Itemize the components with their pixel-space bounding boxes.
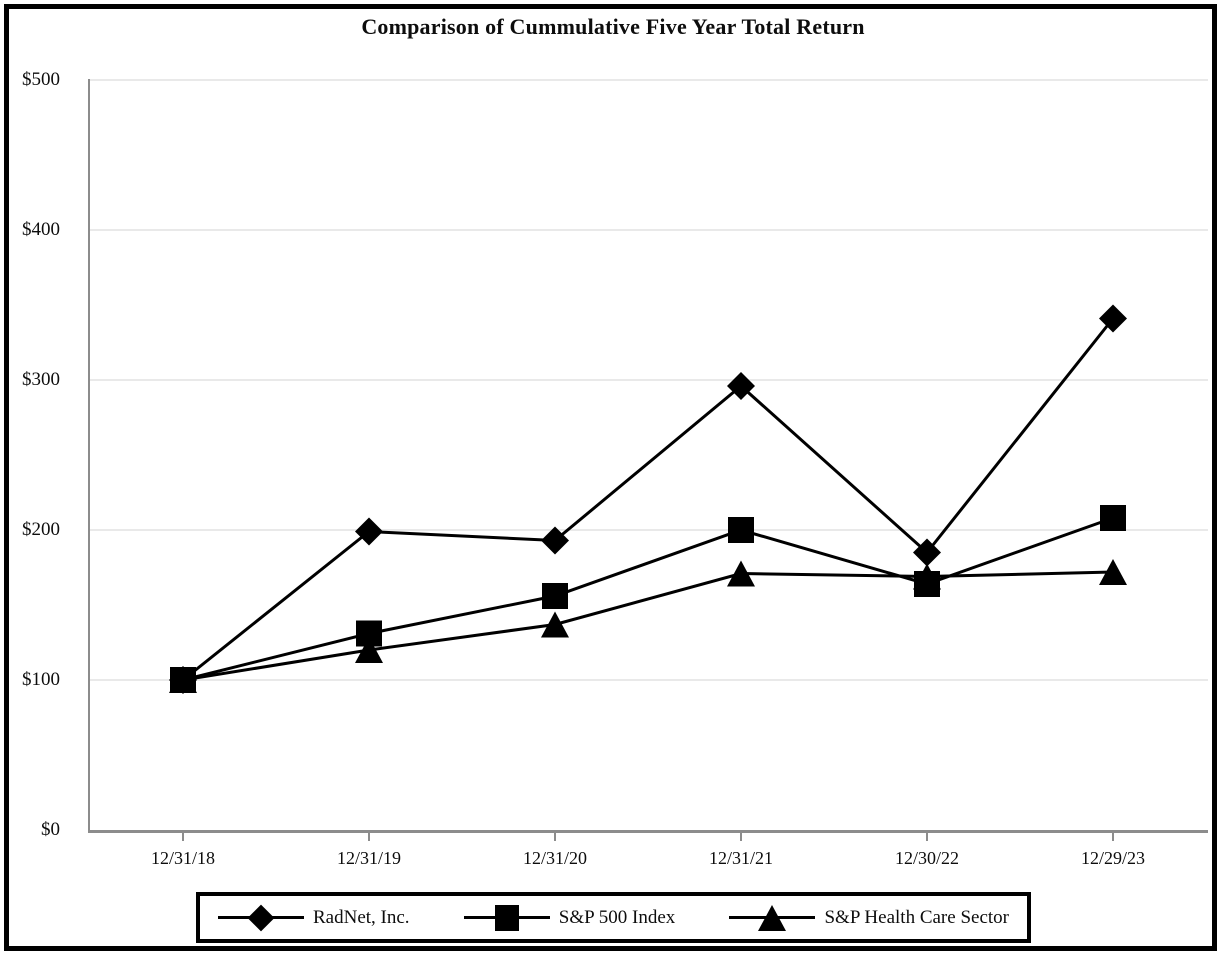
- y-axis-tick-label: $400: [22, 219, 60, 240]
- diamond-marker-icon: [541, 526, 569, 555]
- triangle-marker-icon: [727, 560, 755, 587]
- series-line-1: [182, 516, 1114, 682]
- y-axis-tick-label: $200: [22, 519, 60, 540]
- legend-swatch-healthcare: [729, 903, 816, 933]
- y-axis-tick-label: $500: [22, 69, 60, 90]
- legend-label: S&P Health Care Sector: [824, 906, 1009, 928]
- legend-item-radnet: RadNet, Inc.: [218, 903, 410, 933]
- square-marker-icon: [728, 517, 754, 543]
- diamond-marker-icon: [169, 666, 197, 694]
- triangle-marker-icon: [758, 904, 787, 931]
- diamond-marker-icon: [1099, 304, 1127, 333]
- diamond-marker-icon: [247, 904, 275, 931]
- triangle-marker-icon: [541, 611, 569, 638]
- diamond-marker-icon: [913, 538, 941, 567]
- series-line-2: [182, 570, 1114, 682]
- diamond-marker-icon: [355, 517, 383, 546]
- y-axis-tick-label: $100: [22, 669, 60, 690]
- legend-item-sp500: S&P 500 Index: [463, 903, 676, 933]
- legend-label: RadNet, Inc.: [313, 906, 410, 928]
- square-marker-icon: [494, 904, 519, 931]
- legend-swatch-sp500: [463, 903, 550, 933]
- x-axis-tick-label: 12/29/23: [1080, 848, 1145, 868]
- series-line-0: [182, 317, 1115, 682]
- square-marker-icon: [914, 571, 940, 597]
- diamond-marker-icon: [727, 372, 755, 400]
- triangle-marker-icon: [1099, 559, 1127, 585]
- legend-swatch-radnet: [218, 903, 304, 933]
- triangle-marker-icon: [355, 637, 383, 663]
- square-marker-icon: [542, 583, 568, 609]
- chart-title: Comparison of Cummulative Five Year Tota…: [361, 14, 865, 39]
- x-axis-tick-label: 12/31/20: [522, 848, 587, 868]
- legend-label: S&P 500 Index: [558, 906, 676, 928]
- x-axis-tick-label: 12/31/21: [708, 848, 773, 868]
- y-axis-tick-label: $300: [22, 369, 60, 390]
- x-axis-tick-label: 12/31/19: [336, 848, 401, 868]
- square-marker-icon: [356, 620, 382, 647]
- y-axis-tick-label: $0: [41, 819, 60, 840]
- legend: RadNet, Inc. S&P 500 Index S&P Health Ca…: [196, 892, 1031, 943]
- legend-item-healthcare: S&P Health Care Sector: [729, 903, 1009, 933]
- x-axis-tick-label: 12/30/22: [894, 848, 959, 868]
- x-axis-tick-label: 12/31/18: [150, 848, 215, 868]
- square-marker-icon: [1100, 505, 1126, 531]
